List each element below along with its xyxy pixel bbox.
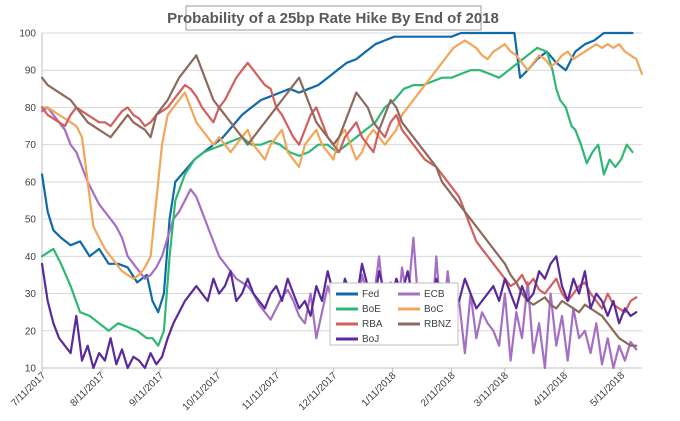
y-tick-label: 20 [25,326,37,337]
legend-label-ecb: ECB [424,289,445,300]
x-axis-ticks: 7/11/2017 8/11/2017 9/11/2017 10/11/2017 11/… [9,368,627,413]
legend-label-boj: BoJ [362,334,379,345]
x-tick-label: 10/11/2017 [181,370,224,413]
gridlines [42,32,642,369]
y-axis-ticks: 10 20 30 40 50 60 70 80 90 100 [19,29,36,375]
x-tick-label: 5/11/2018 [588,370,627,409]
series-line-boe [40,46,634,347]
y-tick-label: 70 [25,140,37,151]
y-tick-label: 40 [25,252,37,263]
series-line-rba [40,61,638,314]
legend-label-fed: Fed [362,289,379,300]
y-tick-label: 90 [25,66,37,77]
y-tick-label: 80 [25,103,37,114]
y-tick-label: 10 [25,364,37,375]
x-tick-label: 9/11/2017 [128,370,167,409]
legend-label-rbnz: RBNZ [424,319,451,330]
axes [41,33,642,369]
x-tick-label: 7/11/2017 [9,370,48,409]
y-tick-label: 50 [25,215,37,226]
series-line-boc [40,39,644,280]
legend: Fed ECB BoE BoC RBA RBNZ BoJ [329,282,459,346]
x-tick-label: 4/11/2018 [531,370,570,409]
series-line-fed [40,31,634,314]
x-tick-label: 3/11/2018 [472,370,511,409]
y-tick-label: 60 [25,177,37,188]
legend-label-rba: RBA [362,319,383,330]
y-tick-label: 30 [25,289,37,300]
x-tick-label: 8/11/2017 [68,370,107,409]
x-tick-label: 2/11/2018 [419,370,458,409]
x-tick-label: 12/11/2017 [297,370,340,413]
y-tick-label: 100 [19,29,36,40]
chart-title-group: Probability of a 25bp Rate Hike By End o… [167,5,499,31]
chart-title-box [185,5,482,31]
legend-label-boc: BoC [424,304,443,315]
x-tick-label: 11/11/2017 [240,370,282,412]
legend-label-boe: BoE [362,304,381,315]
series-line-rbnz [40,54,638,347]
x-tick-label: 1/11/2018 [360,370,399,409]
chart-title: Probability of a 25bp Rate Hike By End o… [167,10,499,27]
